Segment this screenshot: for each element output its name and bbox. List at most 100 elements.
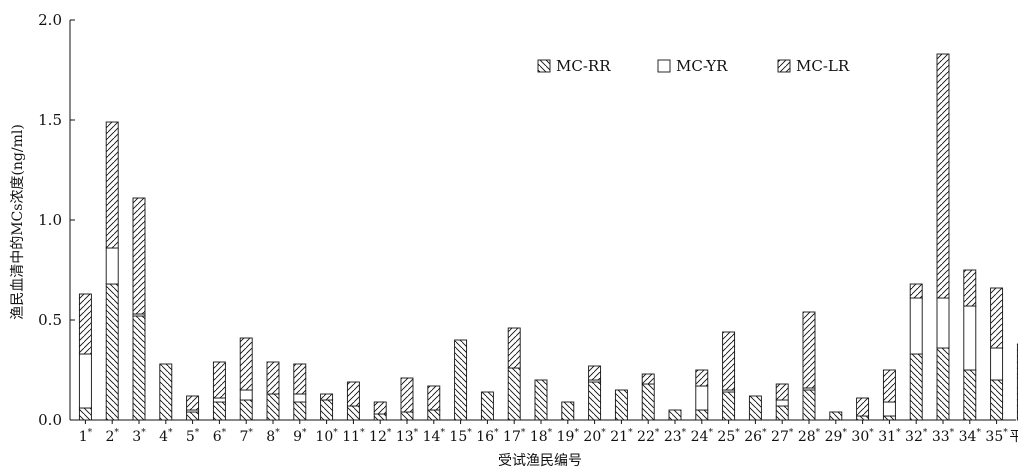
x-tick-label: 13* <box>396 428 419 445</box>
legend-swatch-mc-rr <box>537 59 551 73</box>
bar-segment-mc-lr <box>588 365 602 381</box>
bar-segment-mc-lr <box>293 363 307 395</box>
x-tick-label: 34* <box>959 428 982 445</box>
x-tick-label: 30* <box>851 428 874 445</box>
x-tick-label: 17* <box>503 428 526 445</box>
bar-segment-mc-rr <box>802 389 816 421</box>
bar-segment-mc-rr <box>748 395 762 421</box>
bar-segment-mc-lr <box>641 373 655 385</box>
bar-segment-mc-lr <box>427 385 441 411</box>
x-tick-label: 1* <box>79 428 93 445</box>
bar-segment-mc-rr <box>936 347 950 421</box>
x-tick-label: 3* <box>132 428 146 445</box>
bar-segment-mc-lr <box>373 401 387 415</box>
bar-segment-mc-rr <box>882 415 896 421</box>
bar-segment-mc-rr <box>856 415 870 421</box>
x-tick-label: 26* <box>744 428 767 445</box>
bar-segment-mc-lr <box>320 393 334 401</box>
bar-segment-mc-rr <box>78 407 92 421</box>
x-tick-label: 平均 <box>1009 429 1018 445</box>
x-tick-label: 21* <box>610 428 633 445</box>
bar-segment-mc-yr <box>882 401 896 417</box>
bar-segment-mc-yr <box>775 399 789 407</box>
bar-segment-mc-lr <box>882 369 896 403</box>
y-tick-label: 0.5 <box>38 311 62 329</box>
bar-segment-mc-rr <box>427 409 441 421</box>
bar-segment-mc-lr <box>722 331 736 391</box>
x-tick-label: 8* <box>266 428 280 445</box>
x-tick-label: 14* <box>423 428 446 445</box>
x-tick-label: 28* <box>798 428 821 445</box>
x-tick-label: 22* <box>637 428 660 445</box>
bar-segment-mc-yr <box>239 389 253 401</box>
bar-segment-mc-yr <box>909 297 923 355</box>
x-tick-label: 10* <box>315 428 338 445</box>
legend-label-mc-lr: MC-LR <box>796 57 850 75</box>
bar-segment-mc-rr <box>212 401 226 421</box>
bar-segment-mc-rr <box>480 391 494 421</box>
bar-segment-mc-lr <box>963 269 977 307</box>
bar-segment-mc-rr <box>722 391 736 421</box>
bar-segment-mc-lr <box>266 361 280 395</box>
x-tick-label: 33* <box>932 428 955 445</box>
x-tick-label: 35* <box>985 428 1008 445</box>
x-tick-label: 25* <box>717 428 740 445</box>
x-axis-label: 受试渔民编号 <box>498 453 582 469</box>
bar-segment-mc-rr <box>346 405 360 421</box>
x-tick-label: 20* <box>583 428 606 445</box>
bar-segment-mc-yr <box>963 305 977 371</box>
x-tick-label: 27* <box>771 428 794 445</box>
bar-segment-mc-yr <box>293 393 307 403</box>
legend-label-mc-yr: MC-YR <box>676 57 728 75</box>
bar-segment-mc-rr <box>400 411 414 421</box>
x-tick-label: 2* <box>105 428 119 445</box>
bar-segment-mc-rr <box>614 389 628 421</box>
x-tick-label: 24* <box>691 428 714 445</box>
bar-segment-mc-rr <box>588 381 602 421</box>
x-tick-label: 9* <box>293 428 307 445</box>
x-tick-label: 19* <box>557 428 580 445</box>
x-tick-label: 6* <box>213 428 227 445</box>
bar-segment-mc-lr <box>239 337 253 391</box>
bar-segment-mc-lr <box>346 381 360 407</box>
bar-segment-mc-lr <box>212 361 226 399</box>
y-tick-label: 2.0 <box>38 11 62 29</box>
x-tick-label: 32* <box>905 428 928 445</box>
bar-segment-mc-rr <box>320 399 334 421</box>
bar-segment-mc-rr <box>668 409 682 421</box>
bar-segment-mc-rr <box>105 283 119 421</box>
bar-segment-mc-lr <box>856 397 870 417</box>
x-tick-label: 23* <box>664 428 687 445</box>
y-tick-label: 1.0 <box>38 211 62 229</box>
bar-segment-mc-rr <box>641 383 655 421</box>
bar-segment-mc-rr <box>507 367 521 421</box>
legend-swatch-mc-lr <box>777 59 791 73</box>
bar-segment-mc-yr <box>695 385 709 411</box>
bar-segment-mc-rr <box>990 379 1004 421</box>
y-tick-label: 0.0 <box>38 411 62 429</box>
bar-segment-mc-lr <box>105 121 119 249</box>
bar-segment-mc-yr <box>105 247 119 285</box>
bar-segment-mc-rr <box>159 363 173 421</box>
bar-segment-mc-lr <box>936 53 950 299</box>
x-tick-label: 15* <box>449 428 472 445</box>
bar-segment-mc-lr <box>695 369 709 387</box>
x-tick-label: 7* <box>239 428 253 445</box>
bar-segment-mc-yr <box>990 347 1004 381</box>
y-axis-label: 渔民血清中的MCs浓度(ng/ml) <box>10 124 26 320</box>
bar-segment-mc-rr <box>775 405 789 421</box>
bar-segment-mc-rr <box>293 401 307 421</box>
plot-area: 0.00.51.01.52.01* 2* 3* 4* 5* 6* 7* 8* 9* 10* 11* 1… <box>38 11 1018 445</box>
bar-segment-mc-rr <box>266 393 280 421</box>
y-tick-label: 1.5 <box>38 111 62 129</box>
bar-segment-mc-yr <box>78 353 92 409</box>
bar-segment-mc-lr <box>78 293 92 355</box>
x-tick-label: 31* <box>878 428 901 445</box>
bar-segment-mc-lr <box>990 287 1004 349</box>
bar-segment-mc-rr <box>534 379 548 421</box>
bar-segment-mc-lr <box>802 311 816 389</box>
x-tick-label: 18* <box>530 428 553 445</box>
x-tick-label: 29* <box>825 428 848 445</box>
bar-segment-mc-lr <box>400 377 414 413</box>
